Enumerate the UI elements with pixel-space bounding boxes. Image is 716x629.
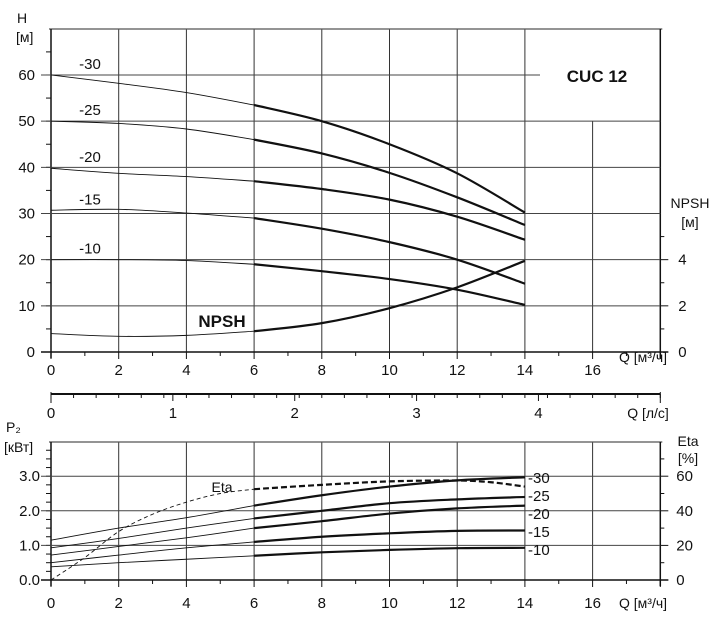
series-label: -25 — [528, 488, 550, 505]
y-tick-label: 40 — [18, 159, 35, 176]
power-25-line — [50, 517, 255, 549]
y-tick-label: 10 — [18, 298, 35, 315]
power-10-line — [254, 546, 525, 557]
x-tick-label: 10 — [381, 362, 398, 379]
npsh-line — [50, 330, 255, 337]
y2-tick-label: 0 — [678, 344, 686, 361]
y-tick-label: 30 — [18, 205, 35, 222]
power-15-line — [254, 529, 525, 544]
x-tick-label: 2 — [115, 362, 123, 379]
eta-label: Eta — [211, 479, 232, 495]
ls-tick-label: 3 — [412, 405, 420, 422]
x-tick-label: 16 — [584, 595, 601, 612]
x-tick-label: 4 — [182, 362, 190, 379]
y-tick-label: 20 — [18, 252, 35, 269]
series-25-line — [50, 120, 255, 141]
series-label: -30 — [79, 56, 101, 73]
series-15-line — [253, 217, 526, 285]
series-label: -15 — [79, 191, 101, 208]
ls-axis-label: Q [л/с] — [627, 405, 669, 421]
power-20-line — [50, 527, 255, 556]
eta-line — [50, 488, 255, 581]
x-tick-label: 12 — [449, 362, 466, 379]
npsh-line — [253, 259, 526, 333]
power-20-line — [253, 504, 525, 530]
series-label: -20 — [79, 149, 101, 166]
eta-line — [254, 479, 526, 491]
series-label: -10 — [528, 542, 550, 559]
series-label: -30 — [528, 470, 550, 487]
series-25-line — [253, 138, 526, 227]
series-label: -20 — [528, 506, 550, 523]
y2-tick-label: 40 — [676, 503, 693, 520]
y-tick-label: 0.0 — [19, 572, 40, 589]
chart-title: CUC 12 — [567, 67, 627, 86]
x-tick-label: 14 — [517, 595, 534, 612]
x-tick-label: 8 — [318, 362, 326, 379]
y2-tick-label: 60 — [676, 468, 693, 485]
y-tick-label: 60 — [18, 67, 35, 84]
y-axis-unit: [м] — [16, 29, 33, 45]
y2-tick-label: 2 — [678, 298, 686, 315]
x-tick-label: 14 — [517, 362, 534, 379]
y2-tick-label: 0 — [676, 572, 684, 589]
power-efficiency-chart: 0.0 1.0 2.0 3.0 0 2 4 6 8 10 12 14 16 P₂ [кВт] 0 20 40 60 E… — [4, 419, 699, 612]
x-tick-label: 10 — [381, 595, 398, 612]
ls-tick-label: 2 — [291, 405, 299, 422]
series-20-line — [50, 167, 255, 182]
series-label: -15 — [528, 524, 550, 541]
series-10-line — [253, 263, 526, 306]
y-tick-label: 3.0 — [19, 468, 40, 485]
power-30-line — [50, 505, 255, 541]
x-axis-label: Q [м³/ч] — [619, 595, 667, 611]
x-axis-label: Q [м³/ч] — [619, 349, 667, 365]
y2-axis-label: Eta — [677, 433, 698, 449]
y2-tick-label: 20 — [676, 537, 693, 554]
series-30-line — [253, 103, 526, 214]
power-10-line — [50, 555, 255, 568]
series-10-line — [50, 259, 255, 265]
ls-tick-label: 4 — [534, 405, 542, 422]
series-30-line — [50, 74, 255, 106]
x-tick-label: 6 — [250, 362, 258, 379]
flow-ls-axis: 0 1 2 3 4 Q [л/с] — [47, 392, 669, 422]
series-20-line — [253, 180, 526, 241]
y2-axis-unit: [м] — [681, 214, 698, 230]
x-tick-label: 2 — [115, 595, 123, 612]
x-tick-label: 6 — [250, 595, 258, 612]
x-tick-label: 12 — [449, 595, 466, 612]
y-tick-label: 0 — [27, 344, 35, 361]
y2-axis-label: NPSH — [671, 195, 710, 211]
power-15-line — [50, 541, 255, 564]
x-tick-label: 4 — [182, 595, 190, 612]
x-tick-label: 0 — [47, 362, 55, 379]
head-chart: 0 10 20 30 40 50 60 0 2 4 6 8 10 12 14 16 H [м] 0 2 4 NPSH [м]… — [16, 10, 709, 379]
y-axis-label: P₂ — [6, 419, 21, 435]
x-tick-label: 0 — [47, 595, 55, 612]
y-axis-unit: [кВт] — [4, 439, 33, 455]
series-label: -10 — [79, 241, 101, 258]
y-axis-label: H — [17, 10, 27, 26]
y-tick-label: 1.0 — [19, 537, 40, 554]
x-tick-label: 8 — [318, 595, 326, 612]
x-tick-label: 16 — [584, 362, 601, 379]
series-label: -25 — [79, 102, 101, 119]
power-30-line — [253, 476, 525, 507]
y2-axis-unit: [%] — [678, 450, 698, 466]
series-15-line — [50, 208, 255, 219]
npsh-label: NPSH — [198, 312, 245, 331]
y-tick-label: 2.0 — [19, 503, 40, 520]
y-tick-label: 50 — [18, 113, 35, 130]
ls-tick-label: 0 — [47, 405, 55, 422]
y2-tick-label: 4 — [678, 252, 686, 269]
ls-tick-label: 1 — [169, 405, 177, 422]
power-25-line — [253, 495, 525, 520]
